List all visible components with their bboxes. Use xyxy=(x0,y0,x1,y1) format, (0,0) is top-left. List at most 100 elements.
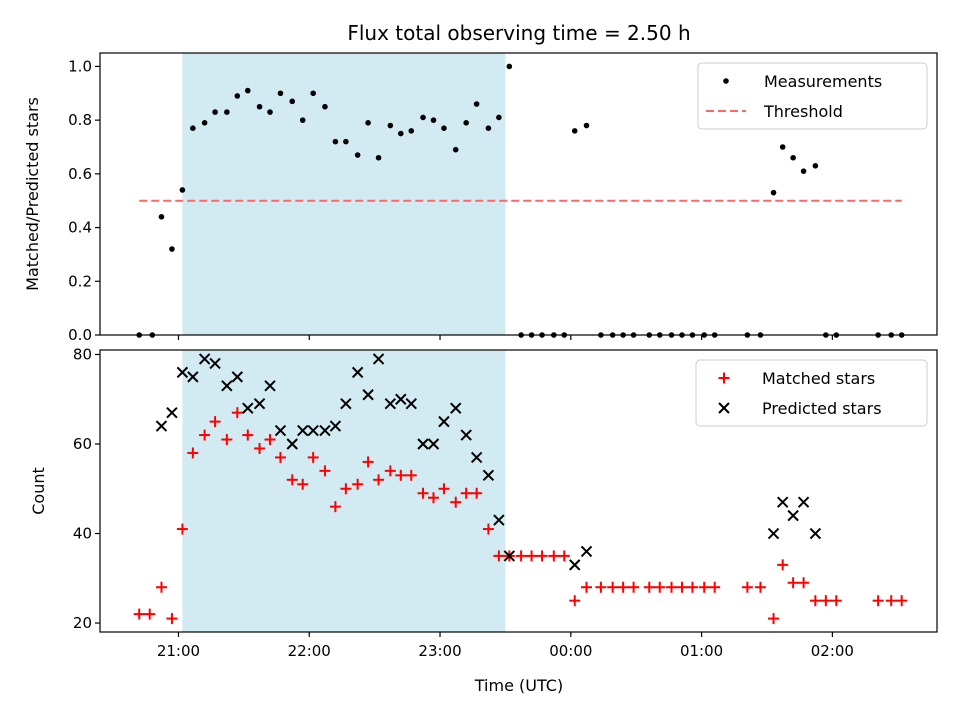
predicted-star-point-7 xyxy=(231,371,244,383)
predicted-star-point-16 xyxy=(329,420,342,432)
measurement-point-32 xyxy=(485,125,492,131)
predicted-star-point-35 xyxy=(767,527,780,540)
x-tick-label-0: 21:00 xyxy=(157,642,200,660)
measurement-point-30 xyxy=(463,120,469,126)
matched-star-point-12 xyxy=(264,434,276,446)
y-tick-label-3: 80 xyxy=(73,345,92,363)
predicted-star-point-1 xyxy=(166,406,178,419)
y-tick-label-0: 0.0 xyxy=(68,326,92,344)
legend-handle-x xyxy=(718,402,730,414)
measurement-point-59 xyxy=(812,163,819,169)
predicted-star-point-39 xyxy=(809,527,822,540)
matched-star-point-43 xyxy=(607,581,619,593)
legend-box xyxy=(695,359,928,427)
matched-star-point-53 xyxy=(741,581,753,593)
measurement-point-2 xyxy=(158,214,165,220)
measurement-point-24 xyxy=(397,130,404,137)
matched-star-point-16 xyxy=(307,451,319,463)
predicted-star-point-5 xyxy=(209,357,221,370)
predicted-star-point-34 xyxy=(580,545,593,558)
matched-star-point-31 xyxy=(471,487,483,499)
bottom-panel: 21:00 22:00 23:00 00:00 01:00 02:00 20 40 60 80 Co… xyxy=(29,345,938,660)
top-panel: 0.0 0.2 0.4 0.6 0.8 1.0 Matched/Predicted star… xyxy=(23,52,938,344)
x-tick-label-5: 02:00 xyxy=(811,642,854,660)
matched-star-point-48 xyxy=(666,581,678,593)
measurement-point-29 xyxy=(452,146,459,153)
matched-star-point-40 xyxy=(569,595,581,607)
matched-star-point-36 xyxy=(526,550,538,562)
predicted-star-point-32 xyxy=(503,550,516,562)
measurement-point-26 xyxy=(420,114,426,121)
predicted-star-point-14 xyxy=(307,424,319,437)
predicted-star-point-33 xyxy=(569,559,581,571)
matched-star-point-37 xyxy=(536,550,548,562)
legend-handle-plus xyxy=(718,372,730,384)
matched-star-point-17 xyxy=(319,465,331,477)
matched-star-point-1 xyxy=(144,608,156,620)
legend-entry-1: Threshold xyxy=(763,102,843,121)
matched-star-point-25 xyxy=(405,469,417,481)
measurement-point-28 xyxy=(441,125,447,131)
measurement-point-22 xyxy=(375,154,382,161)
matched-star-point-19 xyxy=(340,483,352,495)
measurement-point-5 xyxy=(190,125,196,131)
y-tick-label-2: 0.4 xyxy=(68,219,92,237)
predicted-star-point-26 xyxy=(438,415,450,428)
measurement-point-11 xyxy=(256,103,263,110)
measurement-point-19 xyxy=(343,138,349,145)
matched-star-point-30 xyxy=(460,487,472,499)
matched-star-point-41 xyxy=(581,581,593,593)
y-axis-label: Count xyxy=(29,467,48,515)
matched-star-point-52 xyxy=(709,581,721,593)
x-axis-label: Time (UTC) xyxy=(474,676,563,695)
matched-star-point-60 xyxy=(820,595,832,607)
matched-star-point-42 xyxy=(595,581,607,593)
measurement-point-3 xyxy=(169,246,175,252)
matched-star-point-22 xyxy=(373,474,385,486)
predicted-star-point-13 xyxy=(297,424,309,437)
measurement-point-33 xyxy=(496,114,502,121)
matched-star-point-44 xyxy=(617,581,629,593)
predicted-star-point-27 xyxy=(450,402,462,414)
measurement-point-17 xyxy=(322,103,328,110)
matched-star-point-35 xyxy=(515,550,527,562)
measurement-point-31 xyxy=(473,101,480,107)
matched-star-point-58 xyxy=(798,577,810,589)
predicted-star-point-25 xyxy=(427,438,440,450)
matched-star-point-63 xyxy=(885,595,897,607)
measurement-point-20 xyxy=(354,152,361,158)
matched-star-point-20 xyxy=(352,478,364,490)
matched-star-point-51 xyxy=(698,581,710,593)
measurement-point-13 xyxy=(277,90,284,97)
predicted-star-point-30 xyxy=(482,469,495,482)
legend-handle-dot xyxy=(723,78,729,84)
predicted-star-point-3 xyxy=(187,371,199,383)
legend-entry-1: Predicted stars xyxy=(762,399,882,418)
x-tick-label-3: 00:00 xyxy=(549,642,592,660)
predicted-star-point-10 xyxy=(264,380,276,392)
predicted-star-point-24 xyxy=(417,438,429,450)
predicted-star-point-6 xyxy=(221,380,233,392)
matched-star-point-6 xyxy=(199,429,211,441)
predicted-star-point-15 xyxy=(319,424,331,437)
matched-star-point-61 xyxy=(830,595,842,607)
measurement-point-7 xyxy=(212,109,218,115)
matched-star-point-33 xyxy=(493,550,505,562)
predicted-star-point-31 xyxy=(493,514,505,526)
y-tick-label-1: 40 xyxy=(73,525,92,543)
predicted-star-point-28 xyxy=(460,429,472,441)
axes-frame xyxy=(99,52,938,336)
axes-frame xyxy=(99,349,938,633)
matched-star-point-11 xyxy=(254,442,266,454)
measurement-point-34 xyxy=(506,63,513,70)
matched-star-point-9 xyxy=(231,407,243,419)
matched-star-point-29 xyxy=(450,496,462,508)
predicted-star-point-9 xyxy=(253,398,266,410)
y-tick-label-4: 0.8 xyxy=(68,111,92,129)
matched-star-point-23 xyxy=(384,465,396,477)
measurement-point-57 xyxy=(790,154,796,161)
matched-star-point-55 xyxy=(768,613,780,625)
predicted-star-point-23 xyxy=(405,398,417,410)
predicted-star-point-38 xyxy=(797,496,810,508)
